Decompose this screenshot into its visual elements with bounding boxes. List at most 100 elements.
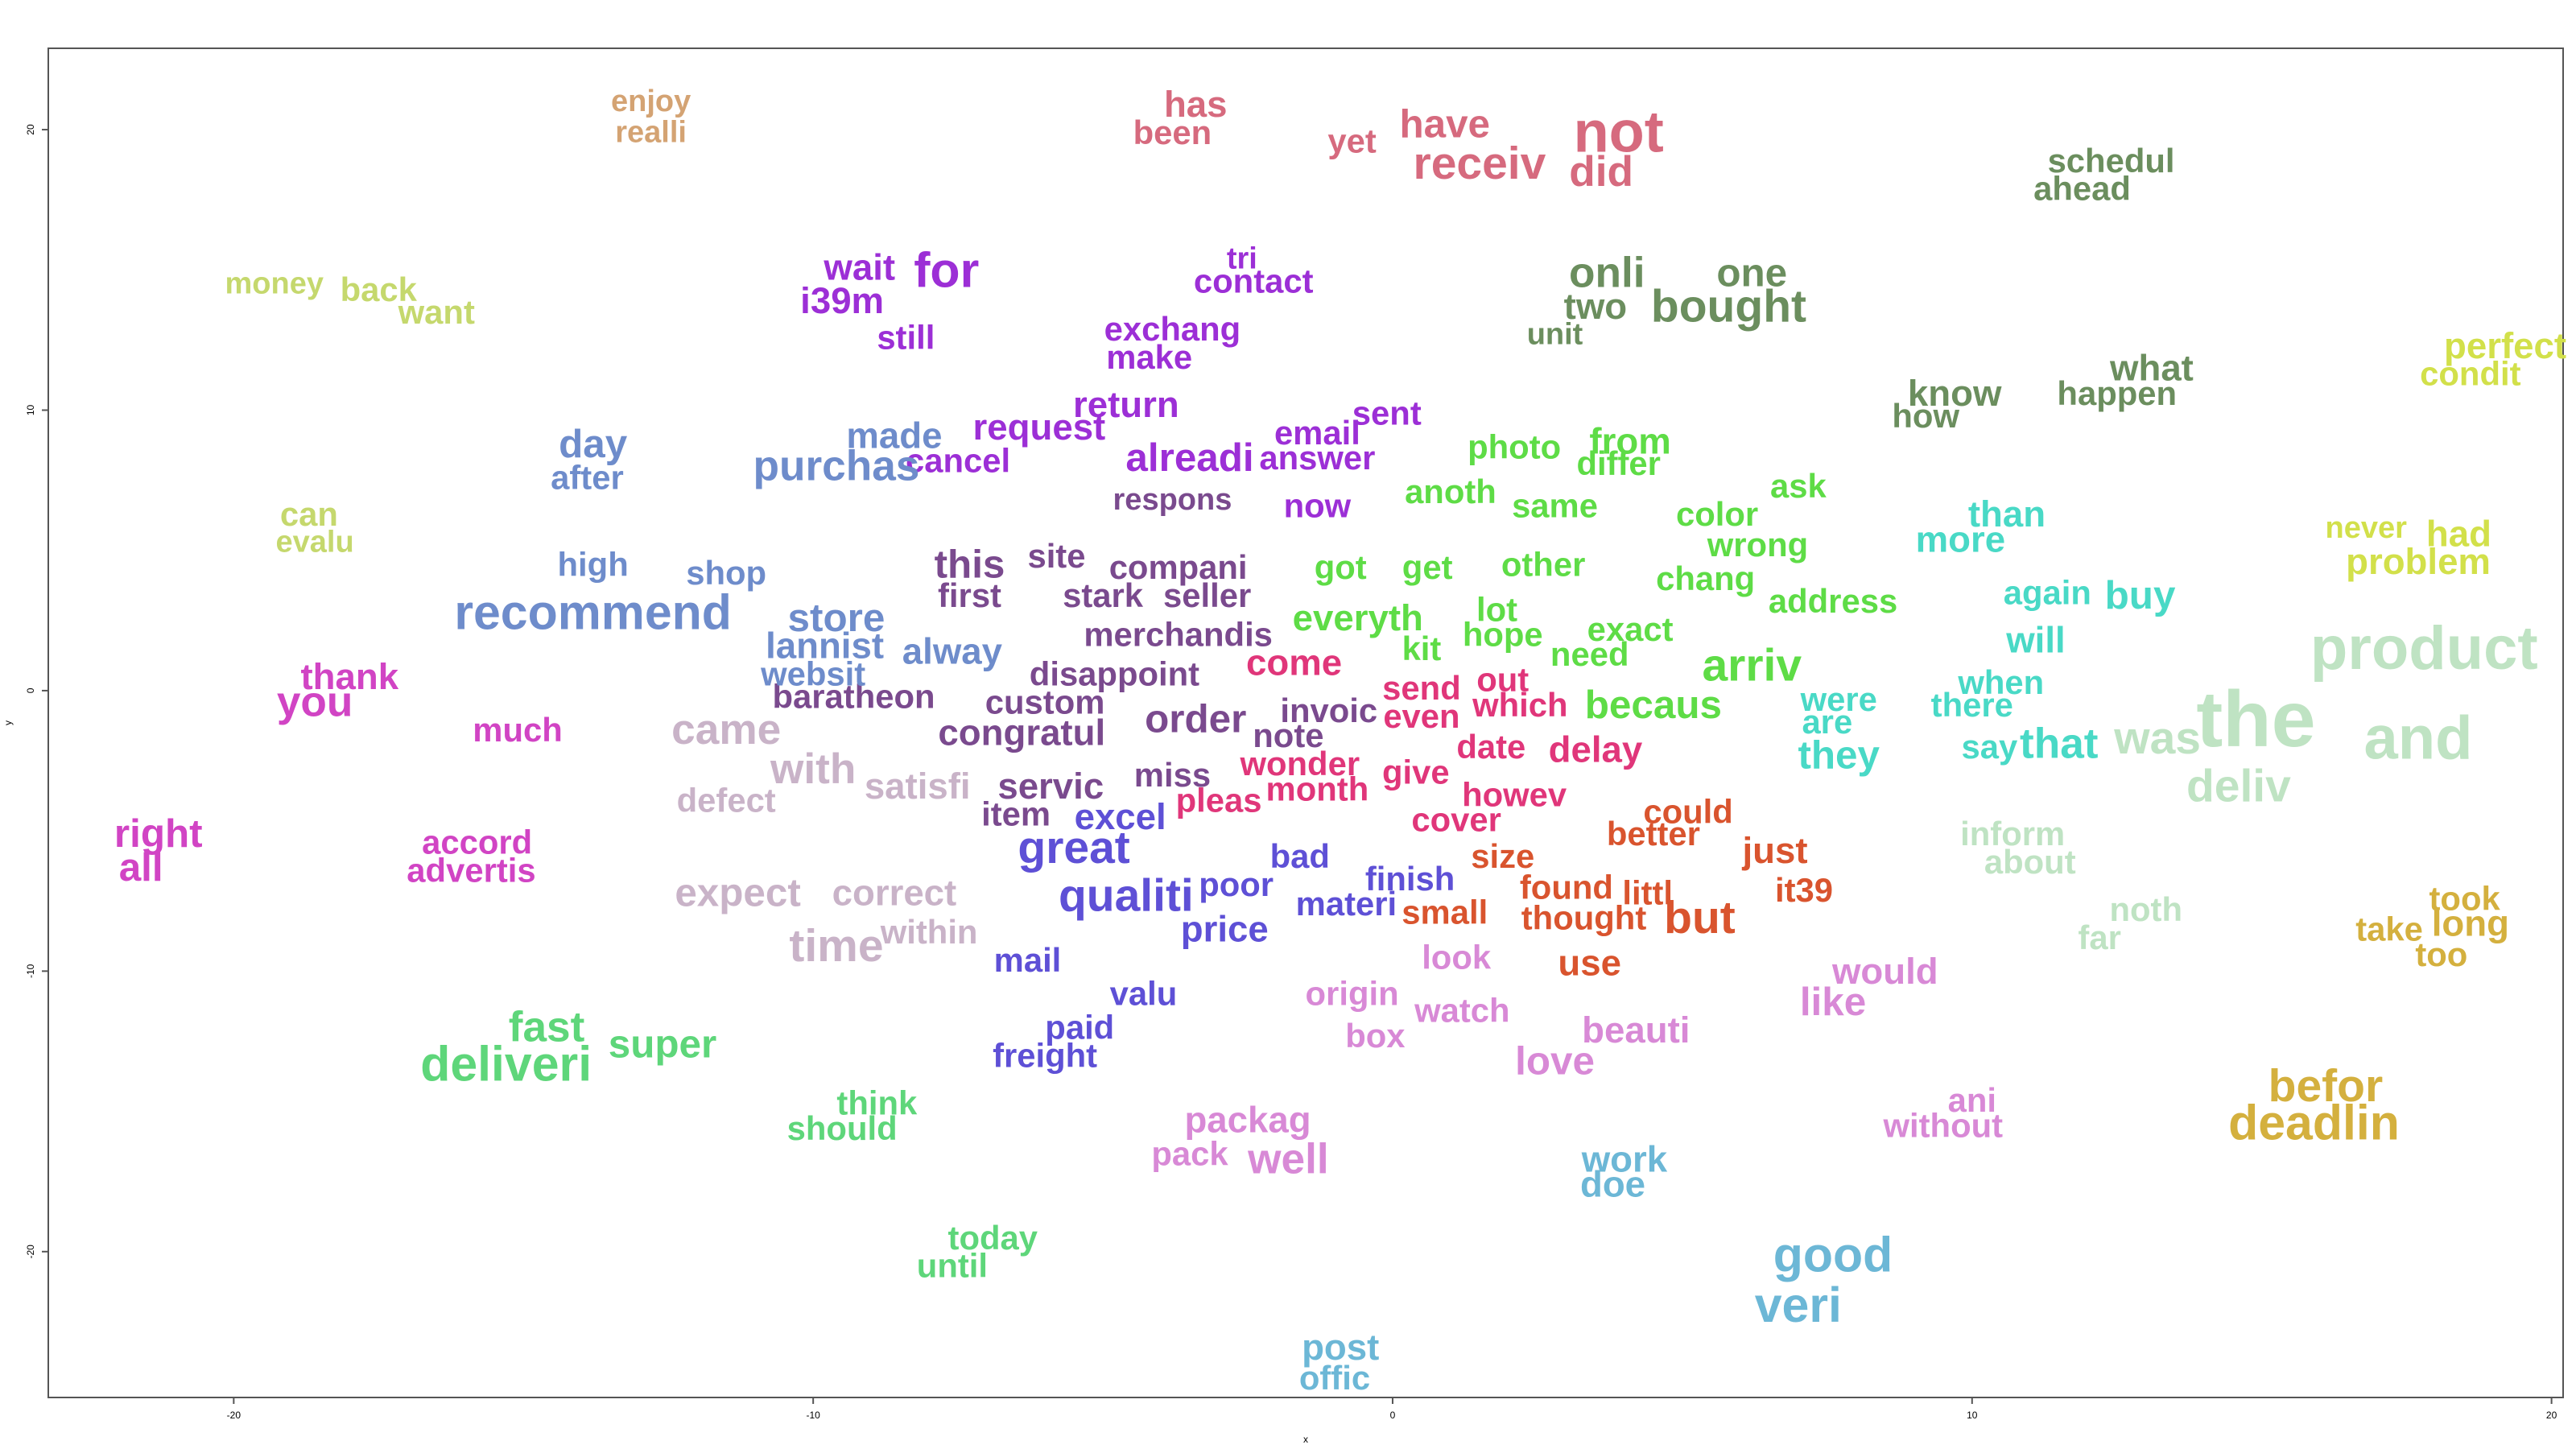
word-point: not [1574,101,1664,165]
word-point: much [473,711,562,749]
word-point: fast [509,1004,585,1051]
word-point: product [2310,614,2538,683]
word-point: took [2429,879,2501,917]
word-point: love [1515,1038,1595,1083]
word-point: think [836,1084,918,1122]
word-point: been [1133,114,1212,151]
word-point: shop [686,554,766,592]
word-point: the [2196,675,2315,763]
word-point: come [1246,642,1342,683]
word-point: this [935,543,1005,587]
x-tick-label: 10 [1967,1410,1978,1421]
word-point: know [1908,373,2002,414]
word-point: watch [1414,992,1509,1030]
word-point: enjoy [611,85,691,118]
word-point: alreadi [1125,436,1253,480]
y-tick-label: -20 [25,1245,36,1259]
word-point: littl [1622,873,1673,911]
word-point: work [1581,1138,1668,1179]
word-point: websit [760,655,865,693]
word-point: they [1798,733,1880,778]
word-point: deadlin [2228,1096,2400,1150]
word-point: merchandis [1084,616,1273,654]
word-point: more [1916,518,2006,559]
word-point: has [1164,84,1228,125]
word-point: about [1984,843,2076,881]
word-point: need [1550,635,1629,673]
word-point: receiv [1414,138,1546,189]
x-tick-label: 20 [2546,1410,2557,1421]
word-point: beauti [1582,1009,1690,1051]
word-point: are [1802,703,1852,741]
word-point: accord [422,824,532,861]
word-point: defect [677,781,776,819]
word-point: advertis [407,851,535,889]
word-point: cancel [906,442,1010,480]
word-point: you [277,678,353,725]
word-point: ani [1948,1081,1996,1119]
word-point: servic [997,766,1104,807]
word-point: too [2415,935,2467,973]
word-point: want [398,293,475,331]
word-point: finish [1365,860,1455,898]
word-point: evalu [276,525,354,559]
word-point: unit [1527,317,1583,351]
word-point: one [1716,250,1787,295]
word-point: lot [1476,590,1517,628]
word-point: contact [1194,262,1314,300]
word-point: realli [615,116,687,150]
word-point: schedul [2048,142,2175,180]
word-point: bad [1270,837,1330,875]
word-point: that [2020,720,2099,768]
word-point: seller [1163,576,1251,614]
word-point: befor [2268,1060,2384,1112]
word-point: cover [1411,801,1501,839]
word-point: should [787,1109,898,1147]
word-point: address [1769,582,1897,620]
y-axis-title: y [2,720,14,725]
word-point: ahead [2033,170,2131,208]
word-point: say [1962,728,2018,766]
word-point: mail [994,941,1062,979]
word-point: noth [2109,890,2182,928]
word-point: satisfi [865,766,971,807]
word-point: problem [2346,541,2491,582]
word-point: day [559,422,628,466]
word-point: excel [1075,796,1166,837]
word-point: how [1892,397,1959,435]
word-point: compani [1109,548,1248,586]
word-point: good [1773,1227,1893,1282]
word-point: it39 [1775,871,1833,909]
word-point: date [1456,728,1525,766]
word-point: everyth [1293,597,1423,638]
word-point: high [558,546,629,584]
word-point: but [1664,892,1736,943]
word-point: than [1968,493,2046,535]
word-point: hope [1463,616,1543,654]
y-tick-label: -10 [25,964,36,978]
word-point: like [1800,980,1866,1024]
word-point: what [2109,348,2194,389]
word-point: price [1181,909,1269,950]
word-point: offic [1299,1359,1370,1397]
word-point: differ [1576,444,1661,482]
word-point: could [1643,792,1732,830]
word-point: deliveri [420,1036,592,1091]
word-point: money [225,267,323,301]
word-point: lannist [766,625,884,667]
y-tick-label: 0 [25,687,36,693]
word-point: i39m [800,280,884,321]
word-point: delay [1549,729,1643,770]
word-point: tri [1227,242,1257,275]
word-point: email [1274,414,1360,452]
word-point: there [1931,686,2013,724]
word-point: buy [2105,573,2176,617]
word-point: until [917,1247,988,1285]
word-point: anoth [1405,473,1496,510]
word-point: small [1402,894,1488,931]
word-point: was [2113,712,2201,764]
word-point: perfect [2444,325,2566,366]
word-point: kit [1402,630,1442,667]
word-point: baratheon [773,677,935,715]
word-point: deliv [2186,760,2291,811]
